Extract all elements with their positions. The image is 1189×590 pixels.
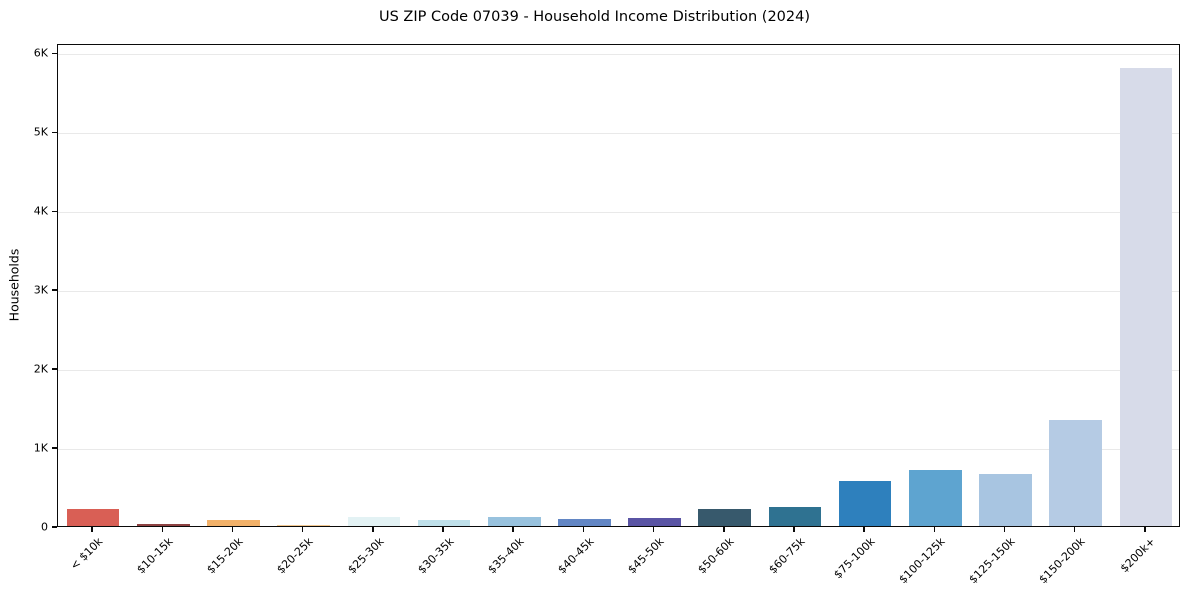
x-tick-label: $50-60k [695, 535, 737, 577]
x-tick-mark [863, 527, 865, 532]
x-tick-label: $25-30k [344, 535, 387, 577]
bar-10-15k [136, 524, 190, 526]
x-tick-label: $20-25k [274, 535, 316, 577]
bar-125-150k [979, 473, 1032, 526]
x-tick-mark [652, 527, 655, 532]
plot-area [57, 44, 1180, 527]
x-tick-mark [723, 527, 725, 532]
x-tick-label: $15-20k [204, 535, 246, 577]
y-tick-label: 4K [33, 204, 48, 218]
y-tick-label: 2K [33, 362, 48, 376]
x-tick-mark [161, 527, 164, 532]
y-tick-label: 0 [41, 520, 48, 534]
y-tick-mark [52, 289, 57, 291]
bar-45-50k [628, 517, 681, 526]
gridline [58, 370, 1179, 372]
bar-150-200k [1049, 420, 1103, 526]
bar-15-20k [207, 520, 260, 526]
y-tick-mark [52, 447, 57, 449]
x-tick-mark [442, 527, 444, 532]
bar-20-25k [277, 524, 330, 526]
x-tick-label: $45-50k [625, 535, 667, 577]
bar-50-60k [698, 509, 752, 526]
x-tick-label: $30-35k [414, 535, 457, 577]
bar-35-40k [487, 517, 541, 526]
x-tick-mark [231, 527, 234, 532]
x-tick-label: < $10k [67, 535, 106, 573]
x-tick-label: $40-45k [555, 535, 597, 577]
x-tick-mark [933, 527, 936, 532]
bar-75-100k [838, 481, 892, 526]
bar-30-35k [417, 520, 471, 526]
bar-100-125k [909, 469, 962, 526]
y-tick-mark [52, 526, 57, 528]
x-tick-mark [1073, 527, 1076, 532]
x-tick-label: $125-150k [966, 535, 1018, 587]
x-tick-label: $200k+ [1118, 535, 1159, 576]
y-tick-mark [52, 210, 57, 213]
y-tick-mark [52, 131, 57, 134]
x-tick-mark [582, 527, 585, 532]
gridline [58, 212, 1179, 214]
x-tick-label: $35-40k [485, 535, 527, 577]
x-tick-label: $75-100k [831, 535, 878, 582]
x-tick-label: $100-125k [896, 535, 948, 587]
bar-25-30k [347, 516, 401, 526]
y-tick-label: 1K [33, 441, 48, 455]
x-tick-mark [372, 527, 374, 532]
bar-40-45k [558, 519, 611, 526]
y-tick-label: 6K [33, 46, 48, 60]
x-tick-mark [91, 527, 93, 532]
bar-200k [1119, 68, 1173, 526]
bar-10k [66, 509, 120, 526]
gridline [58, 54, 1179, 56]
x-tick-mark [1144, 527, 1146, 532]
x-tick-label: $10-15k [134, 535, 176, 577]
x-tick-label: $150-200k [1036, 535, 1088, 587]
y-tick-label: 3K [33, 283, 48, 297]
x-tick-mark [512, 527, 514, 532]
y-tick-mark [52, 368, 57, 370]
gridline [58, 449, 1179, 451]
x-tick-label: $60-75k [765, 535, 808, 577]
x-tick-mark [793, 527, 795, 532]
y-tick-mark [52, 52, 57, 55]
gridline [58, 291, 1179, 293]
chart-title: US ZIP Code 07039 - Household Income Dis… [378, 9, 811, 25]
y-tick-label: 5K [33, 125, 48, 139]
gridline [58, 133, 1179, 135]
x-tick-mark [301, 527, 304, 532]
x-tick-mark [1003, 527, 1006, 532]
bar-60-75k [768, 507, 822, 526]
